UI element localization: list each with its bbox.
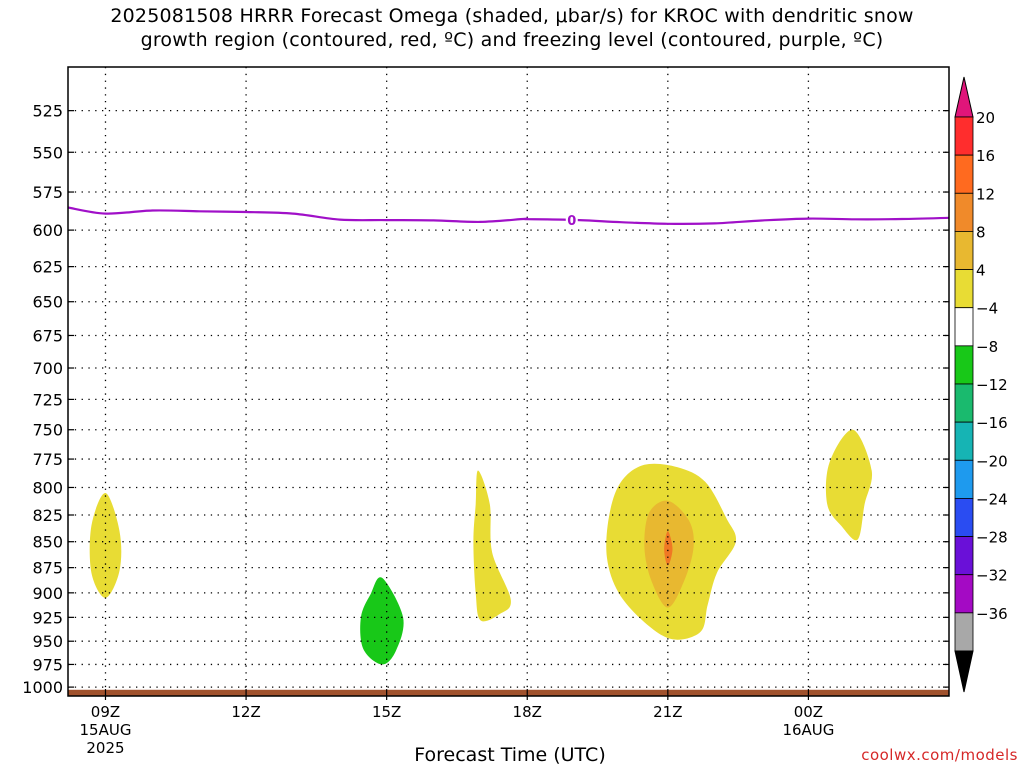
colorbar-box-5	[954, 307, 974, 347]
title-line-1: 2025081508 HRRR Forecast Omega (shaded, …	[110, 5, 914, 27]
omega-region-1	[360, 577, 404, 665]
y-tick-label-525: 525	[32, 102, 63, 121]
y-tick-label-875: 875	[32, 559, 63, 578]
colorbar-bottom-arrow	[954, 650, 974, 693]
x-tick-label-00Z-0: 00Z	[794, 703, 823, 721]
axis-labels-layer: 525 550 575 600 625 650 675 700 725 750 775 800 825 8…	[22, 102, 949, 757]
y-tick-label-950: 950	[32, 632, 63, 651]
y-tick-label-775: 775	[32, 450, 63, 469]
colorbar-label-5: −4	[976, 300, 998, 318]
colorbar-box-10	[954, 498, 974, 537]
x-tick-label-09Z-2: 2025	[86, 739, 124, 757]
x-tick-label-15Z-0: 15Z	[372, 703, 401, 721]
colorbar-label-10: −24	[976, 490, 1008, 508]
y-tick-label-750: 750	[32, 421, 63, 440]
terrain-band	[68, 689, 949, 696]
freezing-level-label-bg	[565, 212, 578, 227]
x-tick-label-12Z-0: 12Z	[231, 703, 260, 721]
freezing-level-label: 0	[567, 214, 576, 229]
x-axis-label: Forecast Time (UTC)	[414, 744, 606, 766]
colorbar-box-1	[954, 154, 974, 194]
omega-region-0	[89, 492, 122, 598]
source-credit: coolwx.com/models	[861, 746, 1018, 764]
colorbar-label-8: −16	[976, 414, 1008, 432]
y-tick-label-725: 725	[32, 390, 63, 409]
y-tick-label-850: 850	[32, 533, 63, 552]
terrain-layer	[68, 689, 949, 696]
colorbar-box-11	[954, 536, 974, 576]
colorbar-top-arrow	[954, 76, 974, 118]
y-tick-label-825: 825	[32, 506, 63, 525]
colorbar-label-3: 8	[976, 223, 986, 241]
plot-frame-layer	[67, 66, 950, 697]
colorbar-box-7	[954, 383, 974, 423]
colorbar-box-4	[954, 269, 974, 309]
omega-region-5	[664, 531, 673, 566]
colorbar: 20 16 12 8 4 −4 −8 −12 −16 −20 −24 −28 −32 −36	[954, 76, 1008, 693]
colorbar-label-13: −36	[976, 605, 1008, 623]
colorbar-label-0: 20	[976, 109, 995, 127]
colorbar-label-2: 12	[976, 185, 995, 203]
colorbar-label-1: 16	[976, 147, 995, 165]
colorbar-label-11: −28	[976, 529, 1008, 547]
freezing-level-layer: 0	[67, 206, 950, 229]
colorbar-box-13	[954, 612, 974, 652]
y-tick-label-800: 800	[32, 478, 63, 497]
grid-layer	[68, 67, 949, 696]
colorbar-box-6	[954, 345, 974, 385]
freezing-level-line	[67, 206, 950, 225]
omega-region-6	[825, 429, 873, 541]
y-tick-label-925: 925	[32, 608, 63, 627]
x-tick-label-09Z-0: 09Z	[91, 703, 120, 721]
colorbar-box-12	[954, 574, 974, 614]
title-line-2: growth region (contoured, red, ºC) and f…	[140, 29, 884, 51]
chart-title: 2025081508 HRRR Forecast Omega (shaded, …	[0, 4, 1024, 52]
y-tick-label-700: 700	[32, 359, 63, 378]
colorbar-box-3	[954, 231, 974, 270]
y-tick-label-675: 675	[32, 326, 63, 345]
y-tick-label-600: 600	[32, 221, 63, 240]
y-tick-label-975: 975	[32, 655, 63, 674]
y-tick-label-650: 650	[32, 293, 63, 312]
colorbar-label-9: −20	[976, 452, 1008, 470]
colorbar-box-2	[954, 192, 974, 232]
colorbar-box-9	[954, 459, 974, 499]
x-tick-label-09Z-1: 15AUG	[80, 721, 132, 739]
colorbar-box-8	[954, 421, 974, 461]
y-tick-label-625: 625	[32, 258, 63, 277]
y-tick-label-575: 575	[32, 183, 63, 202]
omega-region-2	[473, 470, 511, 622]
colorbar-label-12: −32	[976, 567, 1008, 585]
colorbar-label-6: −8	[976, 338, 998, 356]
x-tick-label-18Z-0: 18Z	[513, 703, 542, 721]
y-tick-label-900: 900	[32, 584, 63, 603]
y-tick-label-550: 550	[32, 143, 63, 162]
y-tick-label-1000: 1000	[22, 678, 63, 697]
colorbar-label-4: 4	[976, 262, 986, 280]
x-tick-label-00Z-1: 16AUG	[782, 721, 834, 739]
plot-frame	[67, 66, 950, 697]
omega-shading-layer	[89, 429, 873, 665]
colorbar-label-7: −12	[976, 376, 1008, 394]
x-tick-label-21Z-0: 21Z	[653, 703, 682, 721]
colorbar-box-0	[954, 116, 974, 156]
